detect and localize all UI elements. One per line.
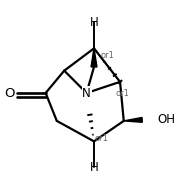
Text: O: O [4,86,15,100]
Text: OH: OH [157,113,175,126]
Text: H: H [90,161,98,174]
Polygon shape [124,118,142,122]
Polygon shape [91,48,97,67]
Text: N: N [82,86,91,100]
Text: or1: or1 [115,89,129,98]
Text: or1: or1 [95,134,109,143]
Text: or1: or1 [101,51,114,60]
Text: H: H [90,16,98,29]
